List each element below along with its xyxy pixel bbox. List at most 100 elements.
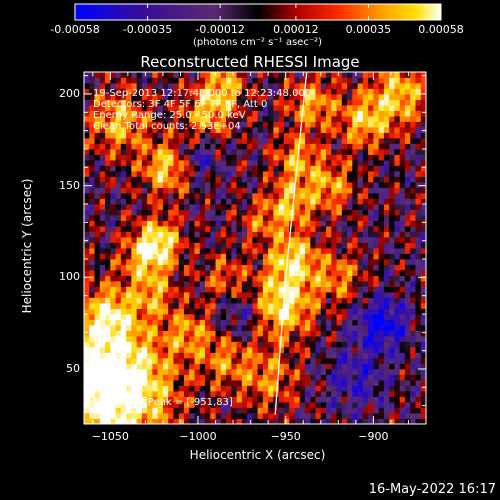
- heatmap-cell: [105, 198, 111, 205]
- heatmap-cell: [341, 204, 348, 210]
- heatmap-cell: [173, 182, 180, 188]
- heatmap-cell: [383, 209, 390, 216]
- heatmap-cell: [241, 330, 248, 337]
- heatmap-cell: [389, 176, 395, 183]
- heatmap-cell: [383, 226, 390, 232]
- heatmap-cell: [320, 237, 327, 243]
- heatmap-cell: [84, 314, 90, 320]
- heatmap-cell: [347, 237, 353, 243]
- heatmap-cell: [205, 165, 211, 172]
- heatmap-cell: [94, 275, 101, 282]
- heatmap-cell: [268, 374, 274, 381]
- heatmap-cell: [362, 303, 369, 309]
- heatmap-cell: [178, 204, 185, 210]
- heatmap-cell: [157, 176, 164, 183]
- heatmap-cell: [257, 270, 264, 276]
- heatmap-cell: [352, 204, 358, 210]
- heatmap-cell: [199, 391, 206, 397]
- heatmap-cell: [152, 193, 159, 199]
- heatmap-cell: [157, 347, 164, 353]
- heatmap-cell: [110, 314, 116, 320]
- heatmap-cell: [84, 391, 90, 397]
- heatmap-cell: [357, 88, 364, 95]
- heatmap-cell: [152, 94, 159, 100]
- heatmap-cell: [215, 286, 222, 293]
- heatmap-cell: [94, 204, 101, 210]
- heatmap-cell: [257, 83, 264, 89]
- heatmap-cell: [226, 99, 232, 106]
- heatmap-cell: [236, 83, 243, 89]
- heatmap-cell: [262, 253, 269, 260]
- heatmap-cell: [189, 341, 195, 348]
- heatmap-cell: [178, 380, 185, 386]
- heatmap-cell: [105, 303, 111, 309]
- heatmap-cell: [84, 253, 90, 260]
- heatmap-cell: [94, 347, 101, 353]
- heatmap-cell: [84, 165, 90, 172]
- heatmap-cell: [126, 341, 132, 348]
- heatmap-cell: [341, 88, 348, 95]
- heatmap-cell: [404, 286, 411, 293]
- heatmap-cell: [141, 138, 148, 144]
- heatmap-cell: [315, 292, 322, 298]
- heatmap-cell: [147, 248, 153, 254]
- heatmap-cell: [126, 270, 132, 276]
- heatmap-cell: [373, 292, 380, 298]
- heatmap-cell: [420, 215, 427, 221]
- heatmap-cell: [183, 292, 190, 298]
- heatmap-cell: [110, 198, 116, 205]
- heatmap-cell: [220, 336, 227, 342]
- heatmap-cell: [220, 83, 227, 89]
- heatmap-cell: [147, 418, 153, 425]
- heatmap-cell: [205, 83, 211, 89]
- heatmap-cell: [341, 105, 348, 111]
- heatmap-cell: [94, 171, 101, 177]
- heatmap-cell: [315, 143, 322, 150]
- heatmap-cell: [399, 352, 406, 359]
- heatmap-cell: [341, 121, 348, 128]
- heatmap-cell: [299, 358, 306, 364]
- heatmap-cell: [120, 385, 127, 392]
- heatmap-cell: [94, 99, 101, 106]
- heatmap-cell: [352, 314, 358, 320]
- heatmap-cell: [410, 242, 416, 249]
- heatmap-cell: [299, 182, 306, 188]
- heatmap-cell: [410, 132, 416, 139]
- heatmap-cell: [247, 308, 253, 315]
- heatmap-cell: [404, 363, 411, 370]
- heatmap-cell: [347, 105, 353, 111]
- heatmap-cell: [110, 242, 116, 249]
- heatmap-cell: [368, 330, 374, 337]
- heatmap-cell: [399, 132, 406, 139]
- heatmap-cell: [89, 83, 95, 89]
- heatmap-cell: [336, 176, 343, 183]
- heatmap-cell: [289, 402, 295, 408]
- heatmap-cell: [173, 374, 180, 381]
- heatmap-cell: [189, 369, 195, 375]
- heatmap-cell: [410, 231, 416, 238]
- heatmap-cell: [362, 193, 369, 199]
- heatmap-cell: [115, 231, 122, 238]
- heatmap-cell: [84, 308, 90, 315]
- heatmap-cell: [336, 88, 343, 95]
- heatmap-cell: [420, 171, 427, 177]
- heatmap-cell: [199, 193, 206, 199]
- heatmap-cell: [110, 149, 116, 155]
- heatmap-cell: [220, 380, 227, 386]
- heatmap-cell: [268, 154, 274, 161]
- heatmap-cell: [236, 94, 243, 100]
- heatmap-cell: [210, 319, 216, 326]
- heatmap-cell: [320, 220, 327, 227]
- heatmap-cell: [362, 242, 369, 249]
- heatmap-cell: [289, 314, 295, 320]
- heatmap-cell: [262, 116, 269, 122]
- heatmap-cell: [126, 242, 132, 249]
- heatmap-cell: [241, 347, 248, 353]
- heatmap-cell: [320, 270, 327, 276]
- heatmap-cell: [141, 248, 148, 254]
- heatmap-cell: [178, 314, 185, 320]
- heatmap-cell: [205, 127, 211, 133]
- heatmap-cell: [326, 231, 332, 238]
- heatmap-cell: [94, 83, 101, 89]
- heatmap-cell: [199, 281, 206, 287]
